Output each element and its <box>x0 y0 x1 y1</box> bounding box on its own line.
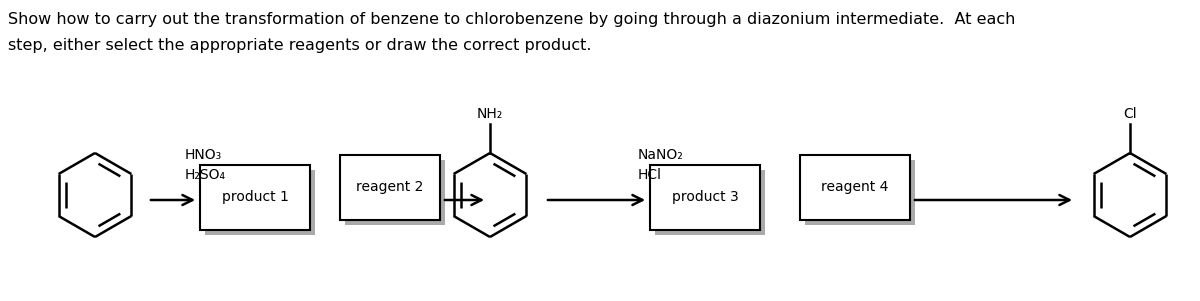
Text: reagent 2: reagent 2 <box>356 181 424 194</box>
Text: HCl: HCl <box>638 168 662 182</box>
Text: product 3: product 3 <box>672 191 738 204</box>
Bar <box>655 170 766 235</box>
Text: NaNO₂: NaNO₂ <box>638 148 684 162</box>
Bar <box>205 170 314 235</box>
Text: H₂SO₄: H₂SO₄ <box>185 168 226 182</box>
Text: product 1: product 1 <box>222 191 288 204</box>
Bar <box>650 165 760 230</box>
Bar <box>805 160 916 225</box>
Text: Cl: Cl <box>1123 107 1136 121</box>
Text: step, either select the appropriate reagents or draw the correct product.: step, either select the appropriate reag… <box>8 38 592 53</box>
Bar <box>346 160 445 225</box>
Text: NH₂: NH₂ <box>476 107 503 121</box>
Text: Show how to carry out the transformation of benzene to chlorobenzene by going th: Show how to carry out the transformation… <box>8 12 1015 27</box>
Bar <box>200 165 310 230</box>
Text: reagent 4: reagent 4 <box>821 181 889 194</box>
Text: HNO₃: HNO₃ <box>185 148 222 162</box>
Bar <box>800 155 910 220</box>
Bar <box>340 155 440 220</box>
